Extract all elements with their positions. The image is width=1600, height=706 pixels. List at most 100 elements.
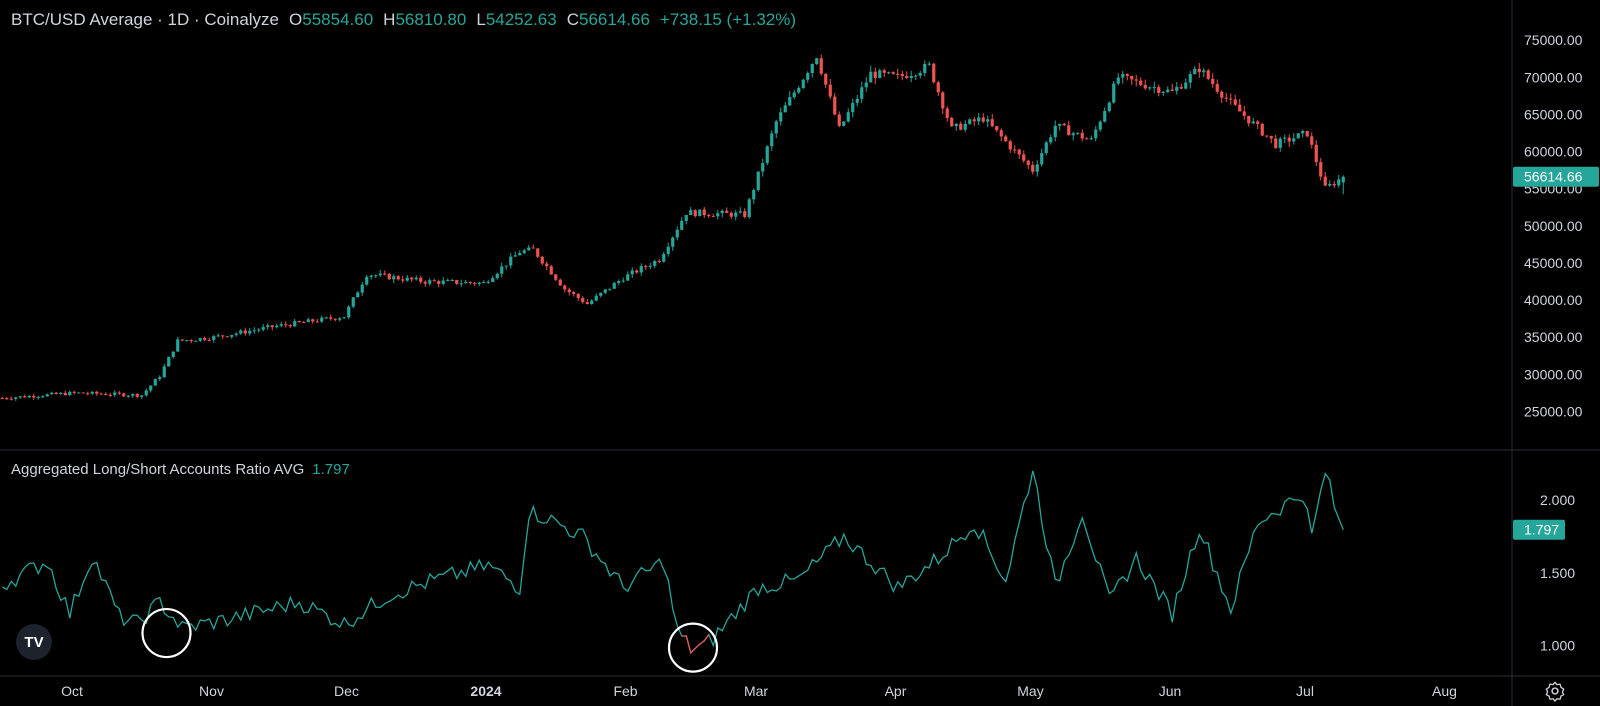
candle [1292,138,1296,142]
candle [342,317,346,319]
candle [756,171,760,191]
candle [455,280,459,284]
candle [86,393,90,395]
candle [986,119,990,122]
candle [405,277,409,281]
candle [1157,87,1161,93]
candle [266,325,270,328]
candle [648,265,652,267]
candle [68,391,72,396]
candle [18,396,22,398]
candle [171,351,175,357]
ohlc-close: C56614.66 [567,10,650,30]
candle [783,105,787,113]
candle [468,281,472,283]
candle [1233,99,1237,105]
candle [864,82,868,88]
ratio-series-line [1,470,1344,655]
candle [1310,136,1314,145]
candle [279,324,283,326]
candle [131,393,135,396]
candle [1112,83,1116,103]
candle [909,76,913,78]
candle [1098,121,1102,130]
candle [185,340,189,342]
candle [666,246,670,255]
candle [158,377,162,380]
candle [752,190,756,200]
price-tick-label: 45000.00 [1524,255,1583,271]
candle [297,321,301,323]
candle [32,395,36,398]
candle [324,317,328,319]
candle [1328,183,1332,186]
tradingview-logo-icon[interactable]: TV [16,624,52,660]
indicator-legend[interactable]: Aggregated Long/Short Accounts Ratio AVG… [11,461,350,478]
candle [239,330,243,334]
candle [162,366,166,378]
candle [1148,87,1152,89]
candle [369,275,373,277]
candle [927,63,931,65]
candle [225,336,229,338]
candle [221,335,225,337]
candle [108,394,112,396]
candle [873,71,877,79]
candle [999,130,1003,137]
candle [738,211,742,213]
candle [450,280,454,282]
candle [207,339,211,341]
price-tick-label: 30000.00 [1524,366,1583,382]
candle [261,327,265,330]
candle [518,253,522,256]
candle [1337,179,1341,186]
candle [1260,123,1264,136]
candle [9,398,13,400]
candle [1161,91,1165,93]
candle [675,229,679,238]
candle [1175,87,1179,91]
price-tick-label: 75000.00 [1524,32,1583,48]
candle [959,123,963,130]
candle [194,340,198,342]
candle [338,318,342,320]
gear-icon[interactable] [1544,680,1566,702]
candle [585,302,589,305]
candle [1017,149,1021,155]
candle [122,393,126,397]
candle [365,276,369,285]
candle [401,279,405,281]
candle [1211,78,1215,85]
time-tick-label: Apr [885,683,907,699]
candle [531,247,535,249]
open-value: 55854.60 [302,10,374,29]
annotation-circle[interactable] [667,622,719,673]
candle [180,339,184,341]
ratio-series-low-segment [681,634,710,655]
candle [1089,138,1093,140]
candle [513,255,517,257]
time-tick-label: Feb [613,683,637,699]
time-tick-label: Jul [1296,683,1314,699]
annotation-circle[interactable] [141,607,192,659]
low-value: 54252.63 [485,10,557,29]
candle [1053,125,1057,138]
candle [1103,111,1107,122]
candle [419,277,423,282]
candle [243,330,247,334]
candle [833,96,837,115]
candle [77,392,81,394]
candle [689,210,693,216]
candle [720,210,724,214]
candle [563,285,567,290]
candle [797,87,801,93]
candle [144,390,148,396]
candle [1220,91,1224,98]
candle [1301,130,1305,134]
candle [1125,74,1129,76]
candle [1013,149,1017,151]
candle [1040,153,1044,165]
candle [842,121,846,126]
candle [918,72,922,76]
